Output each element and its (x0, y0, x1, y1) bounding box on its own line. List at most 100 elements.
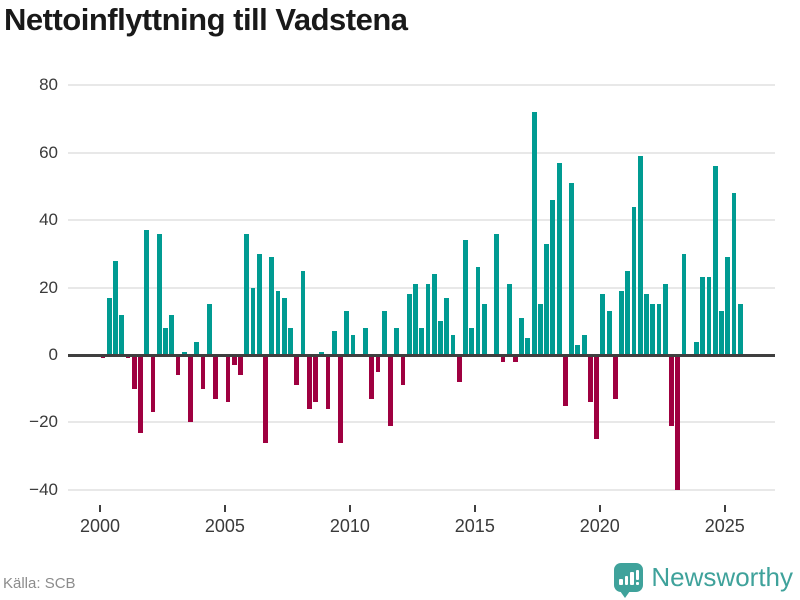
bar-2012-q1[interactable] (400, 355, 406, 386)
bar-2002-q1[interactable] (150, 355, 156, 413)
bar-2007-q4[interactable] (294, 355, 300, 386)
bar-2023-q1[interactable] (675, 355, 681, 490)
bar-2024-q2[interactable] (706, 277, 712, 355)
bar-2018-q3[interactable] (562, 355, 568, 406)
bar-2019-q3[interactable] (587, 355, 593, 403)
bar-2024-q1[interactable] (700, 277, 706, 355)
bar-2025-q3[interactable] (737, 304, 743, 355)
bar-2006-q4[interactable] (269, 257, 275, 355)
bar-2014-q2[interactable] (456, 355, 462, 382)
bar-2015-q1[interactable] (475, 267, 481, 355)
bar-2014-q3[interactable] (463, 240, 468, 355)
bar-2015-q2[interactable] (481, 304, 487, 355)
bar-2010-q3[interactable] (363, 328, 368, 355)
bar-2021-q3[interactable] (637, 156, 643, 355)
bar-2014-q1[interactable] (450, 334, 456, 355)
bar-2003-q1[interactable] (175, 355, 181, 376)
bar-2005-q3[interactable] (238, 355, 243, 376)
bar-2022-q3[interactable] (662, 284, 668, 355)
bar-2016-q3[interactable] (513, 355, 518, 362)
bar-2008-q3[interactable] (313, 355, 318, 403)
bar-2005-q4[interactable] (244, 233, 250, 355)
bar-2002-q3[interactable] (163, 328, 168, 355)
bar-2009-q4[interactable] (344, 311, 350, 355)
bar-2006-q3[interactable] (263, 355, 268, 443)
bar-2020-q1[interactable] (600, 294, 606, 355)
bar-2017-q2[interactable] (531, 112, 537, 355)
bar-2024-q4[interactable] (719, 311, 724, 355)
bar-2009-q1[interactable] (325, 355, 331, 409)
bar-2024-q3[interactable] (712, 166, 718, 355)
bar-2011-q4[interactable] (394, 328, 400, 355)
bar-2017-q4[interactable] (544, 243, 550, 355)
bar-2009-q2[interactable] (331, 331, 337, 355)
bar-2013-q4[interactable] (444, 297, 450, 355)
bar-2020-q3[interactable] (612, 355, 618, 399)
bar-2008-q1[interactable] (300, 270, 306, 355)
bar-2004-q1[interactable] (200, 355, 206, 389)
bar-2021-q4[interactable] (644, 294, 649, 355)
bar-2002-q2[interactable] (156, 233, 162, 355)
bar-2002-q4[interactable] (169, 314, 175, 355)
bar-2000-q2[interactable] (106, 297, 112, 355)
bar-2001-q2[interactable] (131, 355, 137, 389)
bar-2006-q1[interactable] (250, 287, 256, 355)
bar-2000-q1[interactable] (100, 355, 106, 359)
bar-2020-q2[interactable] (606, 311, 612, 355)
bar-2003-q2[interactable] (181, 351, 187, 355)
bar-2007-q2[interactable] (281, 297, 287, 355)
bar-2006-q2[interactable] (256, 253, 262, 355)
bar-2018-q1[interactable] (550, 199, 556, 355)
bar-2010-q4[interactable] (369, 355, 375, 399)
bar-2011-q3[interactable] (388, 355, 393, 426)
bar-2019-q4[interactable] (594, 355, 599, 440)
bar-2022-q1[interactable] (650, 304, 656, 355)
bar-2021-q2[interactable] (631, 206, 637, 355)
bar-2013-q2[interactable] (431, 274, 437, 355)
bar-2007-q3[interactable] (288, 328, 293, 355)
bar-2019-q1[interactable] (575, 344, 581, 355)
bar-2022-q4[interactable] (669, 355, 674, 426)
bar-2004-q3[interactable] (213, 355, 218, 399)
bar-2011-q1[interactable] (375, 355, 381, 372)
bar-2012-q3[interactable] (413, 284, 418, 355)
bar-2008-q4[interactable] (319, 351, 325, 355)
bar-2007-q1[interactable] (275, 290, 281, 355)
bar-2008-q2[interactable] (306, 355, 312, 409)
bar-2003-q4[interactable] (194, 341, 200, 355)
bar-2004-q2[interactable] (206, 304, 212, 355)
bar-2021-q1[interactable] (625, 270, 631, 355)
bar-2016-q1[interactable] (500, 355, 506, 362)
bar-2012-q2[interactable] (406, 294, 412, 355)
bar-2013-q3[interactable] (438, 321, 443, 355)
newsworthy-logo[interactable]: Newsworthy (614, 562, 793, 598)
bar-2012-q4[interactable] (419, 328, 425, 355)
bar-2005-q2[interactable] (231, 355, 237, 366)
bar-2000-q3[interactable] (113, 260, 118, 355)
bar-2023-q2[interactable] (681, 253, 687, 355)
bar-2022-q2[interactable] (656, 304, 662, 355)
bar-2005-q1[interactable] (225, 355, 231, 403)
bar-2001-q4[interactable] (144, 230, 150, 355)
bar-2001-q1[interactable] (125, 355, 131, 359)
bar-2017-q1[interactable] (525, 338, 531, 355)
bar-2023-q4[interactable] (694, 341, 699, 355)
bar-2018-q4[interactable] (569, 183, 575, 355)
bar-2001-q3[interactable] (138, 355, 143, 433)
bar-2013-q1[interactable] (425, 284, 431, 355)
bar-2025-q1[interactable] (725, 257, 731, 355)
bar-2015-q4[interactable] (494, 233, 500, 355)
bar-2016-q4[interactable] (519, 317, 525, 355)
bar-2020-q4[interactable] (619, 290, 624, 355)
bar-2025-q2[interactable] (731, 193, 737, 355)
bar-2017-q3[interactable] (537, 304, 543, 355)
bar-2014-q4[interactable] (469, 328, 475, 355)
bar-2009-q3[interactable] (338, 355, 343, 443)
bar-2003-q3[interactable] (188, 355, 193, 423)
bar-2011-q2[interactable] (381, 311, 387, 355)
bar-2010-q1[interactable] (350, 334, 356, 355)
bar-2019-q2[interactable] (581, 334, 587, 355)
bar-2016-q2[interactable] (506, 284, 512, 355)
bar-2018-q2[interactable] (556, 162, 562, 355)
bar-2000-q4[interactable] (119, 314, 125, 355)
